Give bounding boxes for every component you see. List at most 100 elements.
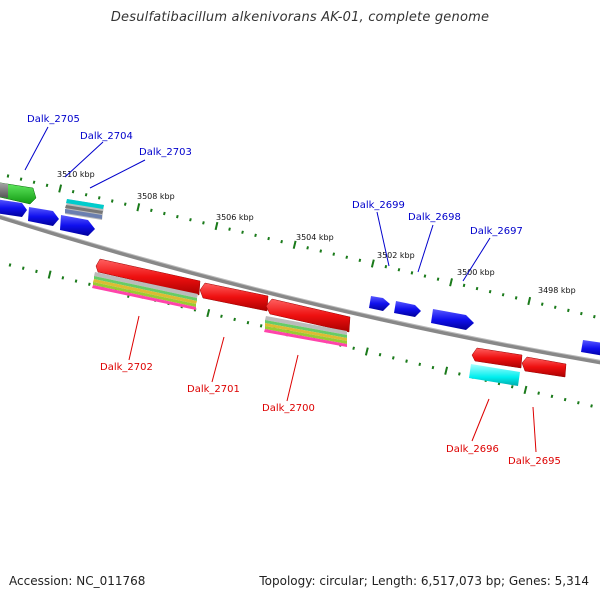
label-dalk-2702[interactable]: Dalk_2702 bbox=[100, 362, 153, 373]
scale-minor-tick bbox=[254, 233, 257, 238]
scale-minor-tick bbox=[405, 359, 408, 363]
label-dalk-2701[interactable]: Dalk_2701 bbox=[187, 384, 240, 395]
label-dalk-2700[interactable]: Dalk_2700 bbox=[262, 403, 315, 414]
scale-minor-tick bbox=[319, 249, 323, 253]
scale-minor-tick bbox=[580, 311, 583, 316]
scale-minor-tick bbox=[458, 372, 461, 376]
gene-dalk-2696[interactable] bbox=[471, 347, 523, 369]
label-dalk-2698[interactable]: Dalk_2698 bbox=[408, 212, 461, 223]
scale-minor-tick bbox=[97, 196, 101, 200]
scale-minor-tick bbox=[510, 385, 514, 389]
scale-minor-tick bbox=[123, 202, 127, 206]
label-dalk-2699[interactable]: Dalk_2699 bbox=[352, 200, 405, 211]
scale-major-tick bbox=[292, 240, 297, 249]
scale-minor-tick bbox=[176, 214, 179, 219]
scale-major-tick bbox=[444, 366, 449, 375]
gene-dalk-2699[interactable] bbox=[369, 296, 390, 311]
scale-minor-tick bbox=[475, 286, 479, 291]
scale-minor-tick bbox=[35, 269, 38, 274]
scale-minor-tick bbox=[32, 180, 36, 184]
label-dalk-2697[interactable]: Dalk_2697 bbox=[470, 226, 523, 237]
label-dalk-2695[interactable]: Dalk_2695 bbox=[508, 456, 561, 467]
gene-edge-right[interactable] bbox=[581, 340, 600, 357]
forward-genes bbox=[0, 182, 600, 357]
genome-backbone-highlight bbox=[0, 214, 600, 361]
scale-label-3498: 3498 kbp bbox=[538, 286, 576, 295]
scale-label-3504: 3504 kbp bbox=[296, 233, 334, 242]
scale-minor-tick bbox=[306, 246, 309, 250]
genome-backbone bbox=[0, 215, 600, 365]
gene-dalk-2703-c[interactable] bbox=[60, 215, 95, 236]
accession-text: Accession: NC_011768 bbox=[9, 574, 146, 588]
scale-minor-tick bbox=[593, 314, 596, 319]
label-dalk-2696[interactable]: Dalk_2696 bbox=[446, 444, 499, 455]
gene-dalk-2696-cyan bbox=[469, 364, 520, 386]
scale-label-3508: 3508 kbp bbox=[137, 192, 175, 201]
scale-minor-tick bbox=[431, 365, 435, 370]
gene-dalk-2703-b[interactable] bbox=[28, 207, 59, 226]
scale-minor-tick bbox=[501, 293, 505, 297]
gene-dalk-2703-a[interactable] bbox=[0, 199, 27, 217]
gene-dalk-2698[interactable] bbox=[394, 301, 421, 317]
scale-minor-tick bbox=[19, 177, 23, 181]
scale-minor-tick bbox=[567, 308, 570, 313]
gene-dalk-2704-cyan bbox=[66, 199, 104, 209]
gene-dalk-2700[interactable] bbox=[265, 298, 351, 333]
scale-minor-tick bbox=[21, 266, 25, 270]
scale-minor-tick bbox=[418, 362, 422, 367]
scale-minor-tick bbox=[267, 236, 270, 241]
scale-minor-tick bbox=[45, 183, 49, 188]
scale-minor-tick bbox=[233, 317, 236, 322]
scale-minor-tick bbox=[110, 199, 114, 203]
scale-minor-tick bbox=[259, 324, 263, 328]
gene-dalk-2704-grey bbox=[65, 205, 103, 214]
leader-dalk-2697 bbox=[462, 237, 491, 282]
scale-minor-tick bbox=[488, 289, 492, 294]
scale-minor-tick bbox=[163, 211, 166, 216]
gene-dalk-2704-blue bbox=[65, 209, 102, 219]
leader-dalk-2701 bbox=[211, 336, 225, 383]
scale-minor-tick bbox=[71, 189, 75, 194]
scale-minor-tick bbox=[410, 271, 414, 275]
scale-major-tick bbox=[136, 203, 141, 212]
scale-minor-tick bbox=[6, 174, 10, 178]
scale-minor-tick bbox=[397, 268, 401, 272]
label-dalk-2705[interactable]: Dalk_2705 bbox=[27, 114, 80, 125]
scale-minor-tick bbox=[358, 258, 362, 263]
leader-dalk-2695 bbox=[532, 406, 537, 453]
scale-minor-tick bbox=[74, 279, 78, 283]
gene-dalk-2705[interactable] bbox=[0, 182, 37, 205]
gene-dalk-2695[interactable] bbox=[521, 356, 567, 378]
scale-label-3502: 3502 kbp bbox=[377, 251, 415, 260]
scale-minor-tick bbox=[378, 352, 382, 357]
scale-major-tick bbox=[47, 270, 52, 279]
label-dalk-2704[interactable]: Dalk_2704 bbox=[80, 131, 133, 142]
reverse-genes bbox=[92, 258, 567, 386]
scale-labels: 3510 kbp 3508 kbp 3506 kbp 3504 kbp 3502… bbox=[57, 170, 576, 295]
scale-minor-tick bbox=[202, 221, 205, 225]
scale-minor-tick bbox=[61, 276, 65, 280]
leader-dalk-2699 bbox=[376, 211, 390, 267]
gene-dalk-2701[interactable] bbox=[199, 282, 269, 312]
scale-minor-tick bbox=[436, 277, 440, 281]
scale-minor-tick bbox=[553, 305, 557, 309]
scale-minor-tick bbox=[514, 296, 518, 300]
scale-label-3500: 3500 kbp bbox=[457, 268, 495, 277]
label-leaders bbox=[24, 126, 537, 453]
gene-dalk-2697[interactable] bbox=[431, 309, 474, 330]
leader-dalk-2702 bbox=[128, 315, 140, 361]
leader-dalk-2696 bbox=[471, 398, 490, 442]
scale-major-tick bbox=[370, 259, 375, 268]
label-dalk-2703[interactable]: Dalk_2703 bbox=[139, 147, 192, 158]
scale-minor-tick bbox=[189, 218, 192, 222]
gene-dalk-2702-stack bbox=[92, 272, 198, 310]
scale-minor-tick bbox=[228, 227, 231, 231]
leader-dalk-2705 bbox=[24, 126, 49, 171]
scale-minor-tick bbox=[8, 263, 12, 267]
forward-scale-ticks bbox=[6, 174, 596, 319]
scale-minor-tick bbox=[352, 346, 355, 350]
scale-minor-tick bbox=[150, 208, 153, 213]
scale-label-3510: 3510 kbp bbox=[57, 170, 95, 179]
scale-minor-tick bbox=[462, 283, 466, 288]
